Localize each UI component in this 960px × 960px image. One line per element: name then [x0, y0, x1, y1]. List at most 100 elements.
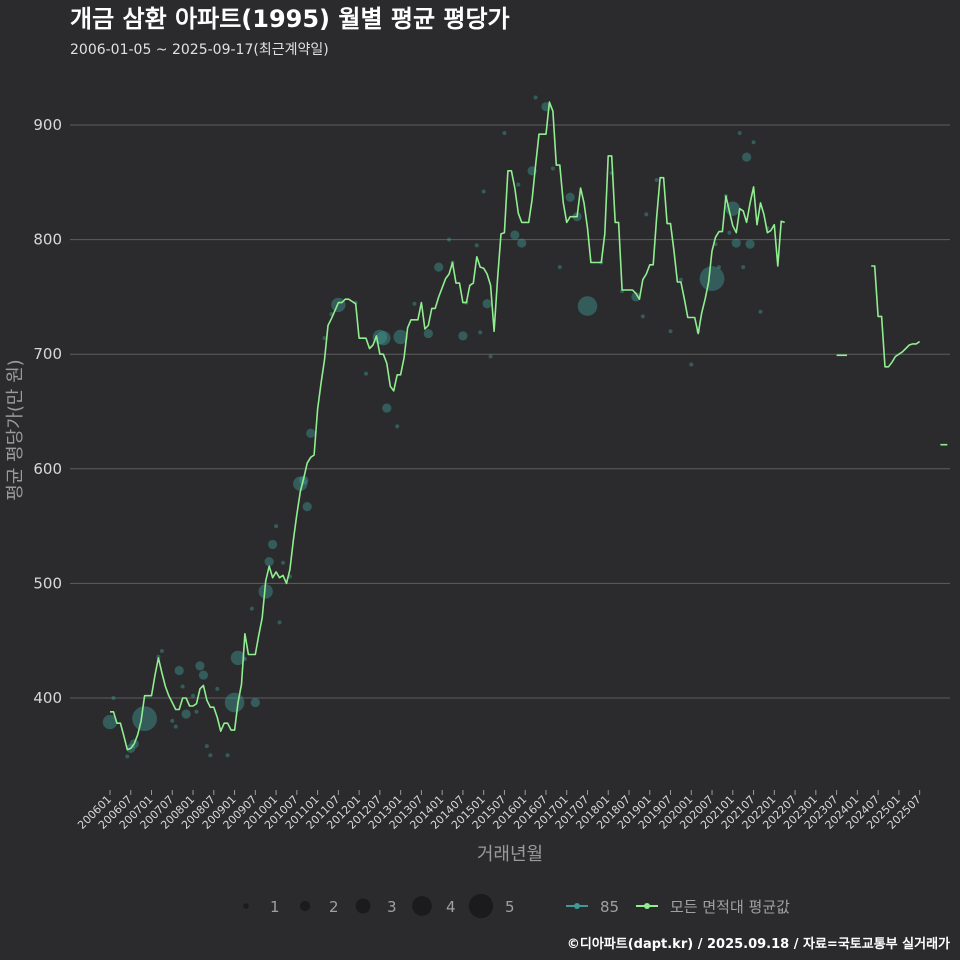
bubble-point [550, 166, 555, 171]
bubble-point [225, 753, 230, 758]
bubble-point [230, 650, 246, 666]
bubble-point [372, 329, 388, 345]
y-tick-label: 500 [33, 574, 62, 592]
bubble-point [249, 606, 254, 611]
legend-size-key [468, 893, 494, 919]
bubble-point [277, 620, 282, 625]
bubble-point [191, 693, 196, 698]
y-tick-label: 600 [33, 460, 62, 478]
bubble-point [382, 403, 392, 413]
average-line-segment [110, 101, 785, 751]
bubble-point [268, 539, 278, 550]
bubble-point [727, 230, 732, 235]
bubble-point [644, 212, 649, 217]
bubble-point [132, 706, 158, 732]
legend-key-average-dot [644, 903, 650, 909]
legend-label-average: 모든 면적대 평균값 [670, 898, 790, 916]
gridlines [70, 124, 950, 699]
bubble-point [689, 362, 694, 367]
bubble-point [224, 692, 245, 713]
bubble-point [474, 243, 479, 248]
legend-key-85-dot [574, 903, 580, 909]
bubble-point [194, 709, 199, 714]
bubble-point [281, 560, 285, 565]
bubble-point [458, 331, 468, 341]
bubble-point [170, 718, 175, 723]
bubble-point [654, 178, 659, 183]
line-series-average [110, 101, 948, 751]
bubble-point [741, 265, 746, 270]
y-tick-label: 400 [33, 689, 62, 707]
chart-subtitle: 2006-01-05 ~ 2025-09-17(최근계약일) [70, 42, 329, 58]
footer-credit: ©디아파트(dapt.kr) / 2025.09.18 / 자료=국토교통부 실… [567, 936, 950, 952]
bubble-point [376, 330, 391, 346]
legend-size-key [412, 896, 432, 916]
x-axis-ticks: 2006012006072007012007072008012008072009… [75, 790, 924, 832]
bubble-point [481, 189, 486, 194]
legend-size-key [243, 903, 249, 909]
bubble-point [204, 744, 209, 749]
bubble-point [302, 502, 312, 512]
bubble-point [699, 266, 725, 291]
legend-size-label: 1 [270, 898, 280, 916]
bubble-point [159, 649, 164, 654]
bubble-point [565, 192, 575, 202]
bubble-point [745, 239, 755, 249]
bubble-point [678, 277, 683, 282]
bubble-point [125, 754, 130, 759]
y-tick-label: 800 [33, 231, 62, 249]
bubble-point [716, 265, 721, 270]
bubble-point [208, 753, 213, 758]
bubble-point [198, 670, 209, 680]
bubble-point [181, 709, 191, 719]
y-axis-label: 평균 평당가(만 원) [5, 359, 26, 500]
bubble-point [156, 654, 161, 659]
bubble-point [173, 724, 178, 729]
bubble-point [510, 230, 520, 240]
bubble-point [737, 131, 742, 136]
bubble-point [502, 131, 507, 136]
legend-size-label: 5 [505, 898, 515, 916]
legend-size-label: 2 [329, 898, 339, 916]
legend-size-key [299, 900, 311, 912]
bubble-point [195, 661, 205, 671]
bubble-point [516, 182, 521, 187]
x-axis-label: 거래년월 [477, 844, 543, 865]
y-tick-label: 900 [33, 116, 62, 134]
bubble-point [758, 309, 763, 314]
bubble-point [640, 314, 645, 319]
bubble-point [250, 697, 260, 708]
bubble-point [395, 424, 400, 429]
bubble-point [423, 328, 433, 339]
y-tick-label: 700 [33, 345, 62, 363]
bubble-point [180, 684, 185, 689]
bubble-point [751, 140, 756, 145]
bubble-point [517, 238, 527, 248]
chart-title: 개금 삼환 아파트(1995) 월별 평균 평당가 [70, 5, 510, 33]
bubble-point [533, 95, 538, 100]
bubble-point [668, 329, 673, 334]
bubble-point [488, 354, 493, 359]
bubble-point [482, 299, 492, 309]
bubbles-series-85 [102, 95, 770, 759]
bubble-point [631, 292, 641, 302]
bubble-point [111, 696, 116, 700]
average-line-segment [871, 265, 921, 368]
bubble-point [412, 301, 417, 306]
bubble-point [364, 371, 369, 376]
bubble-point [264, 557, 274, 567]
bubble-point [322, 336, 327, 341]
bubble-point [306, 428, 316, 438]
bubble-point [478, 330, 483, 335]
bubble-point [215, 686, 220, 691]
bubble-point [447, 237, 452, 242]
legend-size-key [355, 898, 371, 914]
bubble-point [731, 238, 741, 248]
bubble-point [258, 584, 273, 599]
legend-size-label: 4 [446, 898, 456, 916]
bubble-point [174, 665, 184, 676]
bubble-point [102, 714, 118, 730]
y-axis-ticks: 400 500 600 700 800 900 [33, 116, 62, 707]
